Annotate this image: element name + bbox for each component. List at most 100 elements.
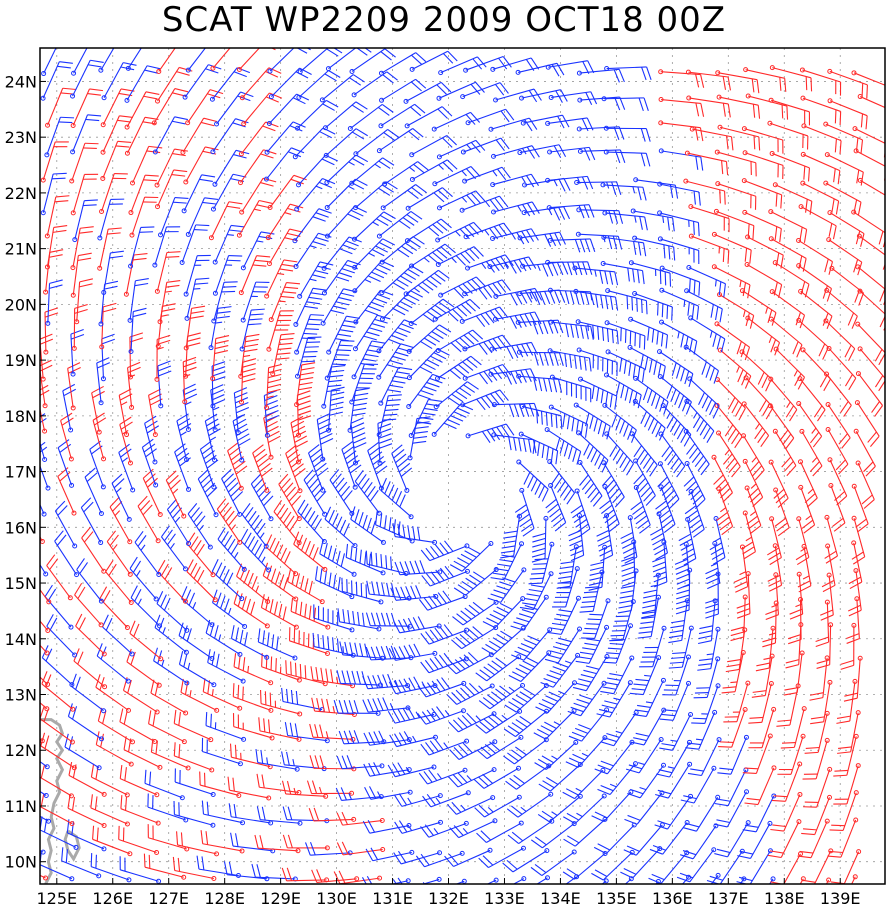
wind-barb — [362, 697, 411, 713]
wind-barb — [573, 288, 619, 311]
barb-station-circle — [128, 210, 134, 216]
barb-feather-full — [473, 246, 484, 257]
wind-barb — [415, 850, 465, 868]
barb-feather-full — [319, 181, 332, 189]
barb-shaft — [326, 178, 356, 208]
barb-feather-full — [489, 199, 499, 211]
barb-station-circle — [129, 232, 135, 238]
wind-barb — [420, 820, 469, 838]
barb-feather-full — [545, 498, 557, 509]
barb-shaft — [747, 236, 784, 256]
barb-feather-full — [359, 643, 364, 657]
barb-feather-full — [397, 458, 409, 468]
barb-feather-full — [327, 545, 333, 560]
barb-feather-full — [779, 228, 782, 243]
barb-feather-half — [451, 257, 457, 264]
barb-feather-full — [350, 209, 364, 217]
barb-feather-full — [550, 413, 553, 427]
barb-feather-full — [397, 850, 407, 863]
barb-feather-full — [668, 498, 680, 510]
barb-feather-full — [202, 201, 217, 205]
barb-feather-full — [534, 288, 543, 301]
barb-feather-full — [134, 282, 149, 287]
barb-feather-full — [584, 642, 598, 646]
wind-barb — [391, 444, 413, 493]
barb-feather-full — [102, 710, 107, 724]
barb-feather-full — [371, 340, 386, 344]
barb-feather-full — [453, 366, 466, 377]
barb-feather-full — [780, 746, 795, 749]
barb-station-circle — [571, 821, 577, 827]
barb-feather-full — [652, 566, 666, 573]
barb-shaft — [855, 430, 876, 467]
barb-feather-full — [623, 551, 637, 559]
barb-feather-half — [645, 701, 653, 704]
barb-feather-full — [874, 405, 883, 417]
barb-feather-full — [322, 635, 325, 649]
barb-feather-full — [200, 830, 204, 844]
barb-feather-full — [306, 473, 317, 485]
barb-feather-full — [226, 572, 234, 586]
barb-feather-full — [460, 610, 472, 620]
barb-feather-full — [472, 601, 485, 612]
barb-feather-full — [795, 552, 808, 561]
barb-shaft — [233, 696, 272, 711]
barb-station-circle — [742, 706, 748, 712]
barb-feather-full — [276, 544, 284, 558]
barb-feather-full — [597, 456, 605, 470]
barb-shaft — [204, 420, 216, 461]
barb-feather-full — [183, 653, 188, 668]
wind-barb — [827, 457, 848, 506]
barb-station-circle — [633, 485, 639, 491]
barb-feather-half — [230, 524, 237, 531]
barb-feather-full — [611, 329, 614, 344]
barb-feather-full — [194, 282, 209, 285]
barb-shaft — [774, 603, 777, 644]
wind-barb — [547, 237, 596, 253]
barb-feather-full — [242, 373, 256, 378]
wind-barb — [254, 834, 301, 854]
barb-feather-half — [667, 766, 675, 769]
barb-feather-full — [548, 691, 562, 699]
barb-shaft — [493, 434, 534, 441]
wind-barb — [739, 288, 777, 326]
barb-feather-full — [426, 794, 436, 806]
barb-station-circle — [519, 487, 525, 493]
barb-feather-full — [801, 832, 815, 836]
barb-shaft — [857, 373, 883, 406]
barb-feather-full — [511, 831, 524, 842]
barb-shaft — [780, 821, 800, 858]
barb-shaft — [716, 323, 750, 348]
barb-station-circle — [237, 651, 243, 657]
wind-barb — [639, 625, 667, 668]
barb-feather-full — [12, 761, 16, 774]
barb-feather-full — [465, 577, 478, 587]
barb-feather-full — [330, 391, 345, 396]
wind-barb — [212, 254, 243, 296]
barb-feather-full — [380, 612, 386, 627]
barb-shaft — [186, 279, 197, 319]
barb-feather-full — [371, 301, 385, 308]
barb-feather-full — [181, 586, 188, 599]
barb-shaft — [200, 784, 239, 796]
barb-feather-full — [570, 554, 584, 562]
barb-feather-full — [253, 518, 263, 531]
barb-feather-full — [459, 634, 471, 644]
barb-feather-full — [330, 401, 344, 406]
barb-feather-full — [520, 642, 534, 650]
barb-feather-full — [651, 392, 657, 407]
wind-barb — [158, 196, 189, 238]
wind-barb — [129, 556, 159, 602]
barb-feather-half — [180, 431, 187, 436]
barb-feather-full — [685, 822, 700, 828]
barb-feather-full — [648, 359, 653, 373]
barb-feather-full — [420, 549, 431, 561]
barb-feather-full — [397, 708, 406, 722]
barb-feather-full — [412, 440, 427, 444]
wind-barb — [714, 820, 751, 858]
barb-feather-full — [733, 576, 747, 583]
barb-feather-full — [297, 499, 306, 512]
barb-feather-full — [507, 752, 519, 762]
barb-station-circle — [658, 484, 664, 490]
barb-feather-full — [427, 254, 440, 265]
